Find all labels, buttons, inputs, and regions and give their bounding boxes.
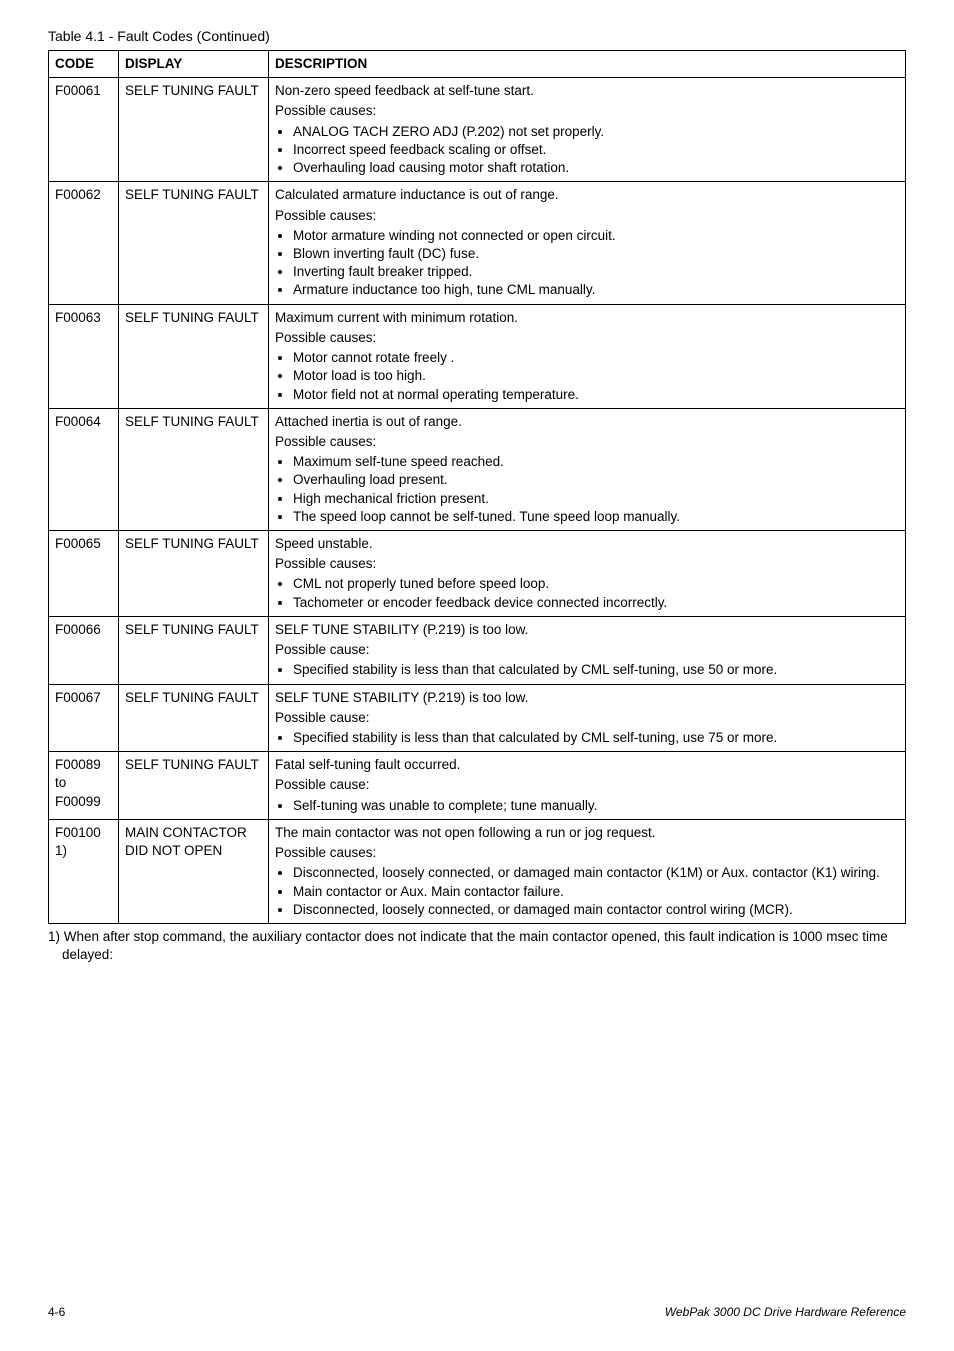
possible-causes-label: Possible cause:: [275, 641, 899, 659]
bullet-item: CML not properly tuned before speed loop…: [293, 575, 899, 593]
display-cell: SELF TUNING FAULT: [119, 304, 269, 408]
bullet-item: Specified stability is less than that ca…: [293, 661, 899, 679]
bullet-item: Blown inverting fault (DC) fuse.: [293, 245, 899, 263]
description-cell: Fatal self-tuning fault occurred. Possibl…: [269, 752, 906, 820]
description-lead: Calculated armature inductance is out of…: [275, 186, 899, 204]
document-title: WebPak 3000 DC Drive Hardware Reference: [665, 1305, 906, 1319]
bullet-item: Specified stability is less than that ca…: [293, 729, 899, 747]
code-cell: F00063: [49, 304, 119, 408]
bullet-list: Motor cannot rotate freely .Motor load i…: [275, 349, 899, 404]
display-cell: MAIN CONTACTOR DID NOT OPEN: [119, 819, 269, 923]
table-title: Table 4.1 - Fault Codes (Continued): [48, 28, 906, 44]
display-cell: SELF TUNING FAULT: [119, 408, 269, 530]
code-cell: F00062: [49, 182, 119, 304]
table-row: F00064SELF TUNING FAULTAttached inertia …: [49, 408, 906, 530]
possible-causes-label: Possible cause:: [275, 776, 899, 794]
table-row: F00100 1)MAIN CONTACTOR DID NOT OPEN The …: [49, 819, 906, 923]
possible-causes-label: Possible causes:: [275, 844, 899, 862]
display-cell: SELF TUNING FAULT: [119, 531, 269, 617]
bullet-item: Maximum self-tune speed reached.: [293, 453, 899, 471]
bullet-item: High mechanical friction present.: [293, 490, 899, 508]
description-cell: Non-zero speed feedback at self-tune sta…: [269, 78, 906, 182]
bullet-list: Maximum self-tune speed reached.Overhaul…: [275, 453, 899, 526]
code-cell: F00066: [49, 616, 119, 684]
description-cell: SELF TUNE STABILITY (P.219) is too low. P…: [269, 684, 906, 752]
table-row: F00089 to F00099SELF TUNING FAULTFatal s…: [49, 752, 906, 820]
col-header-display: DISPLAY: [119, 51, 269, 78]
bullet-item: Main contactor or Aux. Main contactor fa…: [293, 883, 899, 901]
bullet-item: Motor cannot rotate freely .: [293, 349, 899, 367]
table-row: F00062SELF TUNING FAULT Calculated armatu…: [49, 182, 906, 304]
code-cell: F00089 to F00099: [49, 752, 119, 820]
possible-causes-label: Possible cause:: [275, 709, 899, 727]
description-cell: Attached inertia is out of range. Possibl…: [269, 408, 906, 530]
bullet-list: Motor armature winding not connected or …: [275, 227, 899, 300]
bullet-item: Armature inductance too high, tune CML m…: [293, 281, 899, 299]
description-cell: SELF TUNE STABILITY (P.219) is too low. P…: [269, 616, 906, 684]
bullet-list: ANALOG TACH ZERO ADJ (P.202) not set pro…: [275, 123, 899, 178]
display-cell: SELF TUNING FAULT: [119, 78, 269, 182]
description-lead: Attached inertia is out of range.: [275, 413, 899, 431]
code-cell: F00064: [49, 408, 119, 530]
page-footer: 4-6 WebPak 3000 DC Drive Hardware Refere…: [48, 1305, 906, 1319]
code-cell: F00065: [49, 531, 119, 617]
table-row: F00066SELF TUNING FAULTSELF TUNE STABILI…: [49, 616, 906, 684]
bullet-item: Overhauling load present.: [293, 471, 899, 489]
bullet-item: Overhauling load causing motor shaft rot…: [293, 159, 899, 177]
bullet-item: The speed loop cannot be self-tuned. Tun…: [293, 508, 899, 526]
bullet-item: Motor field not at normal operating temp…: [293, 386, 899, 404]
code-cell: F00067: [49, 684, 119, 752]
bullet-item: Motor load is too high.: [293, 367, 899, 385]
display-cell: SELF TUNING FAULT: [119, 752, 269, 820]
table-row: F00067SELF TUNING FAULTSELF TUNE STABILI…: [49, 684, 906, 752]
fault-codes-table: CODE DISPLAY DESCRIPTION F00061SELF TUNI…: [48, 50, 906, 924]
display-cell: SELF TUNING FAULT: [119, 616, 269, 684]
possible-causes-label: Possible causes:: [275, 102, 899, 120]
description-lead: Speed unstable.: [275, 535, 899, 553]
possible-causes-label: Possible causes:: [275, 433, 899, 451]
bullet-list: CML not properly tuned before speed loop…: [275, 575, 899, 611]
bullet-item: Disconnected, loosely connected, or dama…: [293, 864, 899, 882]
description-lead: Fatal self-tuning fault occurred.: [275, 756, 899, 774]
possible-causes-label: Possible causes:: [275, 329, 899, 347]
description-lead: The main contactor was not open followin…: [275, 824, 899, 842]
description-lead: Maximum current with minimum rotation.: [275, 309, 899, 327]
description-lead: SELF TUNE STABILITY (P.219) is too low.: [275, 689, 899, 707]
bullet-item: Inverting fault breaker tripped.: [293, 263, 899, 281]
bullet-list: Self-tuning was unable to complete; tune…: [275, 797, 899, 815]
description-cell: Maximum current with minimum rotation. Po…: [269, 304, 906, 408]
col-header-desc: DESCRIPTION: [269, 51, 906, 78]
bullet-item: Incorrect speed feedback scaling or offs…: [293, 141, 899, 159]
table-footnote: 1) When after stop command, the auxiliar…: [62, 928, 906, 963]
description-lead: SELF TUNE STABILITY (P.219) is too low.: [275, 621, 899, 639]
description-cell: Speed unstable. Possible causes: CML not p…: [269, 531, 906, 617]
bullet-item: Disconnected, loosely connected, or dama…: [293, 901, 899, 919]
description-cell: Calculated armature inductance is out of…: [269, 182, 906, 304]
code-cell: F00061: [49, 78, 119, 182]
table-row: F00065SELF TUNING FAULT Speed unstable. Po…: [49, 531, 906, 617]
description-lead: Non-zero speed feedback at self-tune sta…: [275, 82, 899, 100]
page-number: 4-6: [48, 1305, 65, 1319]
possible-causes-label: Possible causes:: [275, 207, 899, 225]
table-row: F00063SELF TUNING FAULTMaximum current w…: [49, 304, 906, 408]
bullet-item: Motor armature winding not connected or …: [293, 227, 899, 245]
table-row: F00061SELF TUNING FAULT Non-zero speed fe…: [49, 78, 906, 182]
description-cell: The main contactor was not open followin…: [269, 819, 906, 923]
code-cell: F00100 1): [49, 819, 119, 923]
possible-causes-label: Possible causes:: [275, 555, 899, 573]
table-header-row: CODE DISPLAY DESCRIPTION: [49, 51, 906, 78]
bullet-item: ANALOG TACH ZERO ADJ (P.202) not set pro…: [293, 123, 899, 141]
bullet-item: Self-tuning was unable to complete; tune…: [293, 797, 899, 815]
display-cell: SELF TUNING FAULT: [119, 182, 269, 304]
display-cell: SELF TUNING FAULT: [119, 684, 269, 752]
bullet-item: Tachometer or encoder feedback device co…: [293, 594, 899, 612]
bullet-list: Specified stability is less than that ca…: [275, 661, 899, 679]
bullet-list: Specified stability is less than that ca…: [275, 729, 899, 747]
bullet-list: Disconnected, loosely connected, or dama…: [275, 864, 899, 919]
col-header-code: CODE: [49, 51, 119, 78]
